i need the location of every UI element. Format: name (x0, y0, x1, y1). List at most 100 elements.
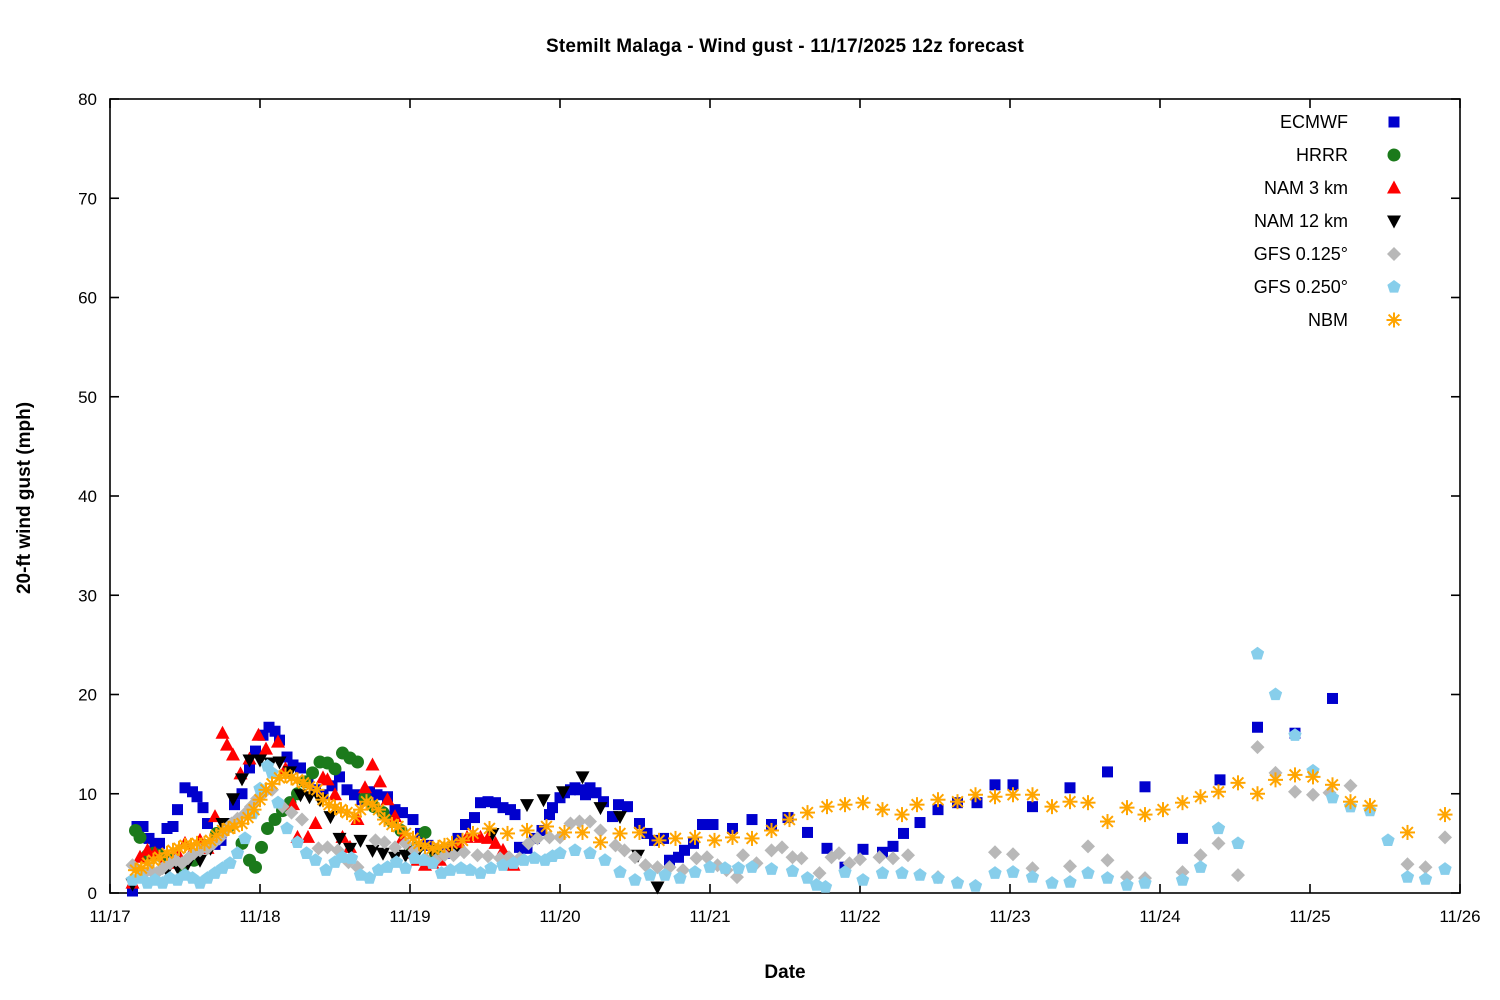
data-point (255, 840, 268, 854)
data-point (832, 846, 846, 861)
data-point (509, 809, 521, 821)
data-point (1100, 871, 1115, 884)
data-point (632, 824, 647, 840)
data-point (628, 873, 642, 886)
data-point (236, 788, 248, 800)
data-point (1387, 280, 1401, 293)
data-point (1139, 781, 1151, 793)
data-point (368, 833, 383, 848)
data-point (818, 880, 833, 893)
data-point (838, 865, 852, 878)
data-point (154, 837, 165, 849)
data-point (351, 755, 364, 769)
data-point (407, 814, 419, 826)
data-point (598, 853, 612, 866)
data-point (1400, 870, 1415, 883)
data-point (593, 823, 608, 838)
x-tick-label: 11/24 (1139, 907, 1180, 926)
data-point (901, 848, 915, 863)
data-point (380, 792, 395, 806)
data-point (443, 863, 458, 876)
data-point (898, 827, 909, 839)
data-point (837, 797, 853, 813)
legend: ECMWF HRRR NAM 3 km NAM 12 km GFS 0.125° GFS … (1254, 112, 1402, 330)
data-point (968, 787, 983, 803)
data-point (1305, 769, 1321, 785)
data-point (557, 824, 572, 840)
data-point (520, 799, 534, 813)
data-point (1400, 857, 1415, 872)
data-point (1250, 646, 1265, 660)
data-point (856, 873, 870, 886)
data-point (240, 810, 256, 826)
data-point (1325, 790, 1340, 804)
data-point (744, 830, 760, 846)
data-point (1231, 868, 1245, 883)
data-point (161, 822, 173, 834)
data-point (968, 879, 983, 892)
data-point (989, 779, 1001, 791)
data-point (821, 842, 833, 854)
data-point (613, 865, 627, 878)
data-point (1175, 795, 1190, 811)
data-point (193, 854, 207, 868)
data-point (365, 757, 380, 771)
data-point (488, 835, 503, 849)
data-point (1268, 772, 1283, 788)
data-point (143, 832, 155, 844)
legend-item-ecmwf: ECMWF (1280, 112, 1400, 132)
data-point (764, 862, 779, 875)
data-point (334, 771, 345, 783)
data-point (1327, 692, 1338, 704)
x-tick-label: 11/20 (539, 907, 580, 926)
data-point (284, 805, 299, 820)
data-point (1288, 784, 1302, 799)
data-point (1045, 876, 1059, 889)
data-point (269, 725, 281, 737)
data-point (971, 797, 983, 809)
data-point (287, 759, 299, 771)
legend-item-nam-3-km: NAM 3 km (1264, 178, 1401, 198)
data-point (1231, 836, 1245, 850)
data-point (1100, 853, 1115, 868)
data-point (253, 754, 267, 768)
legend-label: ECMWF (1280, 112, 1348, 132)
data-point (377, 835, 392, 850)
x-tick-label: 11/22 (839, 907, 880, 926)
data-point (353, 802, 368, 818)
data-point (1387, 180, 1401, 194)
data-point (455, 832, 470, 848)
data-point (638, 858, 653, 873)
data-point (1438, 862, 1452, 875)
data-point (1418, 860, 1433, 875)
data-point (1250, 740, 1265, 755)
data-point (460, 819, 471, 831)
x-tick-label: 11/25 (1289, 907, 1330, 926)
data-point (306, 766, 319, 780)
data-point (1193, 848, 1208, 863)
data-point (1177, 832, 1188, 844)
data-point (1081, 839, 1095, 854)
data-point (1214, 774, 1226, 786)
data-point (651, 832, 667, 848)
data-point (295, 812, 309, 827)
data-point (800, 871, 815, 884)
data-point (673, 851, 684, 863)
data-point (353, 834, 368, 848)
data-point (1063, 859, 1077, 874)
data-point (887, 840, 899, 852)
data-point (465, 825, 481, 841)
legend-item-gfs-0-250-: GFS 0.250° (1254, 277, 1401, 297)
data-point (220, 737, 234, 751)
data-point (886, 851, 900, 866)
data-point (1027, 801, 1038, 813)
data-point (398, 849, 413, 863)
data-point (1287, 767, 1303, 783)
data-point (250, 745, 261, 757)
data-point (417, 838, 433, 854)
data-point (1155, 802, 1171, 818)
data-point (530, 831, 545, 846)
y-tick-label: 30 (78, 586, 97, 605)
data-point (590, 787, 602, 799)
data-point (167, 821, 179, 833)
